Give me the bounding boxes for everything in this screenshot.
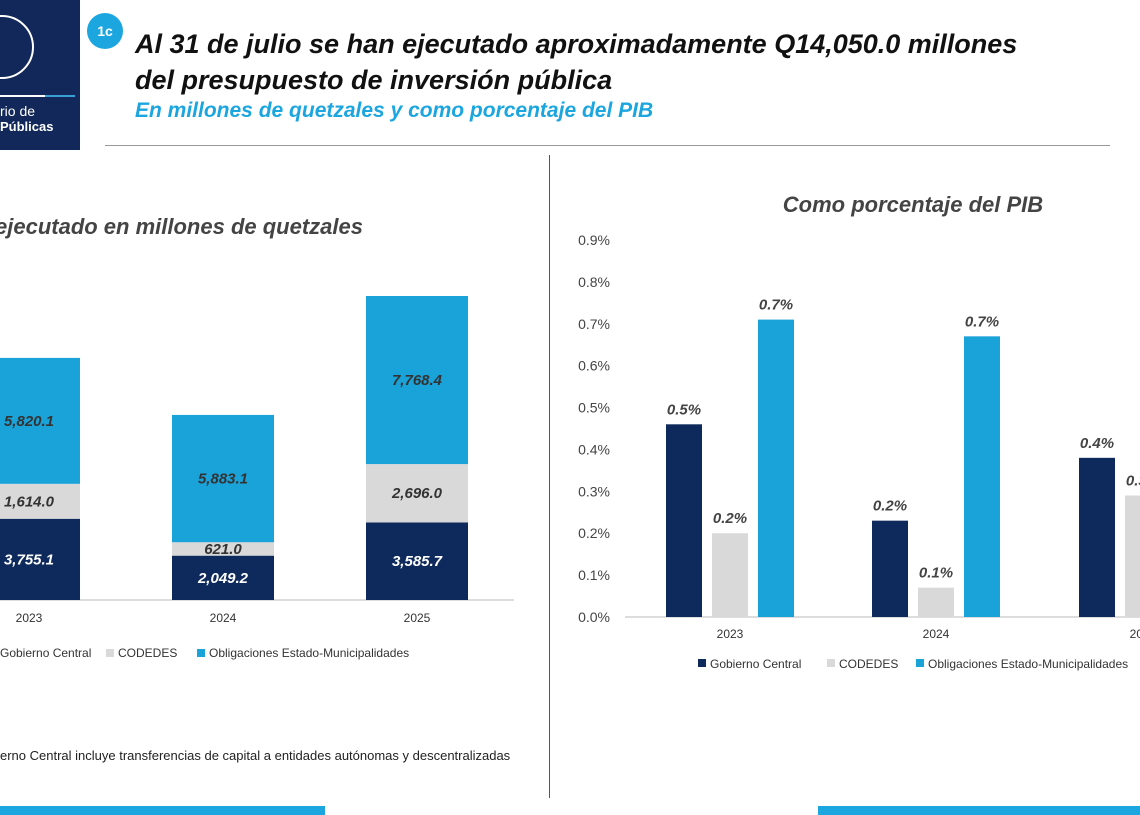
- bar-obligaciones-2023: [758, 319, 794, 617]
- footer-bar-right: [818, 806, 1140, 815]
- bar-gobierno-2024: [172, 555, 274, 600]
- logo-text-1: rio de: [0, 103, 36, 119]
- y-tick-label: 0.9%: [578, 232, 610, 248]
- bar-codedes-2024: [918, 587, 954, 617]
- logo-divider: [0, 95, 45, 97]
- title-line-2: del presupuesto de inversión pública: [135, 65, 613, 95]
- bar-gobierno-2024: [872, 520, 908, 617]
- chart-title: ejecutado en millones de quetzales: [0, 214, 363, 239]
- data-label: 1,614.0: [4, 493, 55, 510]
- legend-swatch: [106, 649, 114, 657]
- data-label: 0.4%: [1080, 435, 1114, 452]
- legend-label: Obligaciones Estado-Municipalidades: [209, 646, 409, 660]
- chart-title: Como porcentaje del PIB: [783, 192, 1043, 217]
- bar-codedes-2025: [1125, 495, 1140, 617]
- bar-codedes-2025: [366, 464, 468, 523]
- logo-text-2: Públicas: [0, 119, 54, 134]
- y-tick-label: 0.2%: [578, 525, 610, 541]
- data-label: 0.5%: [667, 401, 701, 418]
- y-tick-label: 0.4%: [578, 441, 610, 457]
- header-divider: [105, 145, 1110, 146]
- legend-label: Obligaciones Estado-Municipalidades: [928, 657, 1128, 671]
- x-tick-label: 2023: [717, 627, 744, 641]
- slide-number-badge: 1c: [87, 13, 123, 49]
- bar-gobierno-2023: [666, 424, 702, 617]
- bar-gobierno-2025: [366, 522, 468, 600]
- data-label: 2,049.2: [197, 570, 249, 587]
- x-tick-label: 2024: [210, 611, 237, 625]
- legend-swatch: [698, 659, 706, 667]
- y-tick-label: 0.7%: [578, 316, 610, 332]
- y-tick-label: 0.1%: [578, 567, 610, 583]
- y-tick-label: 0.3%: [578, 483, 610, 499]
- bar-gobierno-2023: [0, 518, 80, 600]
- x-tick-label: 2023: [16, 611, 43, 625]
- x-tick-label: 2025: [1130, 627, 1140, 641]
- page-title: Al 31 de julio se han ejecutado aproxima…: [135, 26, 1017, 98]
- y-tick-label: 0.8%: [578, 274, 610, 290]
- chart-note: erno Central incluye transferencias de c…: [0, 748, 511, 763]
- ministry-logo: rio de Públicas: [0, 0, 80, 150]
- data-label: 0.3%: [1126, 473, 1140, 490]
- x-tick-label: 2024: [923, 627, 950, 641]
- data-label: 0.2%: [713, 510, 747, 527]
- legend-label: CODEDES: [118, 646, 177, 660]
- charts-divider: [549, 155, 550, 798]
- bar-codedes-2023: [712, 533, 748, 617]
- bar-obligaciones-2023: [0, 357, 80, 484]
- page-subtitle: En millones de quetzales y como porcenta…: [135, 99, 654, 122]
- y-tick-label: 0.6%: [578, 358, 610, 374]
- chart-pib: Como porcentaje del PIB 0.0% 0.1% 0.2% 0.3% 0…: [578, 192, 1140, 671]
- legend-label: CODEDES: [839, 657, 898, 671]
- logo-divider-accent: [45, 95, 75, 97]
- data-label: 7,768.4: [392, 372, 443, 389]
- legend-swatch: [916, 659, 924, 667]
- bar-codedes-2024: [172, 542, 274, 556]
- bar-codedes-2023: [0, 483, 80, 519]
- bar-obligaciones-2024: [964, 336, 1000, 617]
- data-label: 3,755.1: [4, 551, 54, 568]
- y-tick-label: 0.5%: [578, 400, 610, 416]
- data-label: 0.1%: [919, 565, 953, 582]
- data-label: 2,696.0: [391, 485, 443, 502]
- bar-gobierno-2025: [1079, 457, 1115, 617]
- legend-label: Gobierno Central: [0, 646, 91, 660]
- x-tick-label: 2025: [404, 611, 431, 625]
- chart-millions: ejecutado en millones de quetzales 3,755.…: [0, 214, 514, 660]
- title-line-1: Al 31 de julio se han ejecutado aproxima…: [135, 29, 1018, 59]
- y-tick-label: 0.0%: [578, 609, 610, 625]
- data-label: 3,585.7: [392, 553, 443, 570]
- legend-label: Gobierno Central: [710, 657, 801, 671]
- data-label: 0.2%: [873, 498, 907, 515]
- data-label: 5,883.1: [198, 471, 248, 488]
- footer-bar-left: [0, 806, 325, 815]
- data-label: 0.7%: [965, 313, 999, 330]
- data-label: 0.7%: [759, 297, 793, 314]
- legend-swatch: [827, 659, 835, 667]
- data-label: 5,820.1: [4, 413, 54, 430]
- data-label: 621.0: [204, 541, 242, 558]
- legend-swatch: [197, 649, 205, 657]
- bar-obligaciones-2025: [366, 295, 468, 465]
- bar-obligaciones-2024: [172, 414, 274, 543]
